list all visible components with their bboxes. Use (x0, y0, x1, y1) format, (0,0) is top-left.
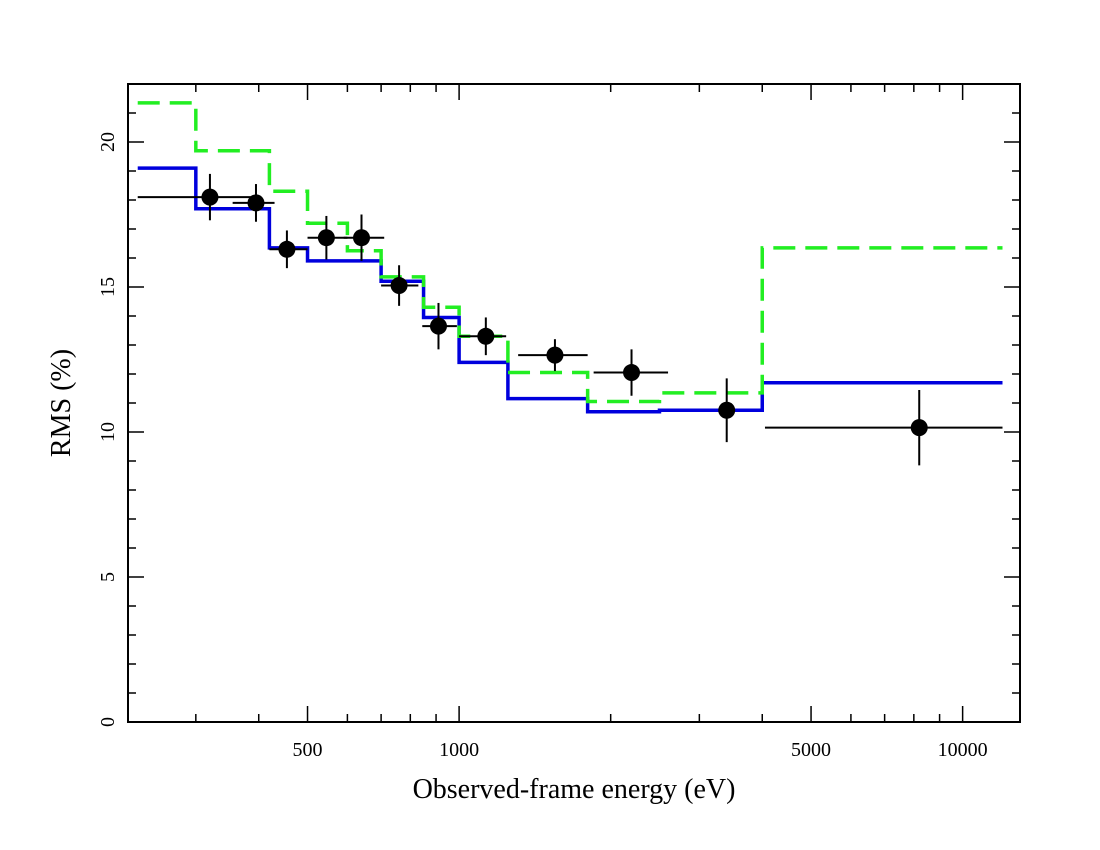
x-tick-label: 10000 (938, 739, 988, 761)
tick-labels: 500 1000 5000 10000 0 5 10 15 20 (97, 132, 988, 761)
model-series (137, 101, 1003, 414)
data-marker (201, 188, 219, 206)
data-point (269, 230, 308, 269)
x-axis-label: Observed-frame energy (eV) (413, 774, 736, 805)
data-marker (477, 327, 495, 345)
data-point (137, 173, 256, 221)
data-point (518, 339, 588, 372)
data-points (137, 173, 1003, 466)
data-marker (910, 419, 928, 437)
y-tick-label: 10 (97, 422, 119, 442)
data-marker (278, 240, 296, 258)
y-tick-label: 15 (97, 277, 119, 297)
data-marker (317, 229, 335, 247)
y-tick-label: 5 (97, 572, 119, 582)
data-marker (718, 401, 736, 419)
data-marker (623, 364, 641, 382)
data-marker (546, 346, 564, 364)
data-point (764, 389, 1003, 466)
data-point (232, 184, 275, 222)
series-model-dashed (137, 101, 1003, 404)
x-tick-label: 5000 (791, 739, 831, 761)
data-point (422, 302, 457, 350)
data-marker (353, 229, 371, 247)
x-tick-label: 500 (293, 739, 323, 761)
y-tick-label: 20 (97, 132, 119, 152)
axis-ticks (128, 83, 1020, 723)
data-point (718, 378, 736, 443)
series-model-solid (137, 166, 1003, 414)
data-point (343, 214, 385, 261)
data-point (307, 215, 348, 260)
data-marker (247, 194, 265, 212)
data-point (459, 317, 507, 356)
y-axis-label: RMS (%) (46, 349, 77, 457)
plot-frame (127, 83, 1021, 723)
x-tick-label: 1000 (439, 739, 479, 761)
y-tick-label: 0 (97, 717, 119, 727)
data-marker (390, 277, 408, 295)
data-point (593, 349, 669, 396)
data-point (381, 265, 419, 306)
data-marker (429, 317, 447, 335)
